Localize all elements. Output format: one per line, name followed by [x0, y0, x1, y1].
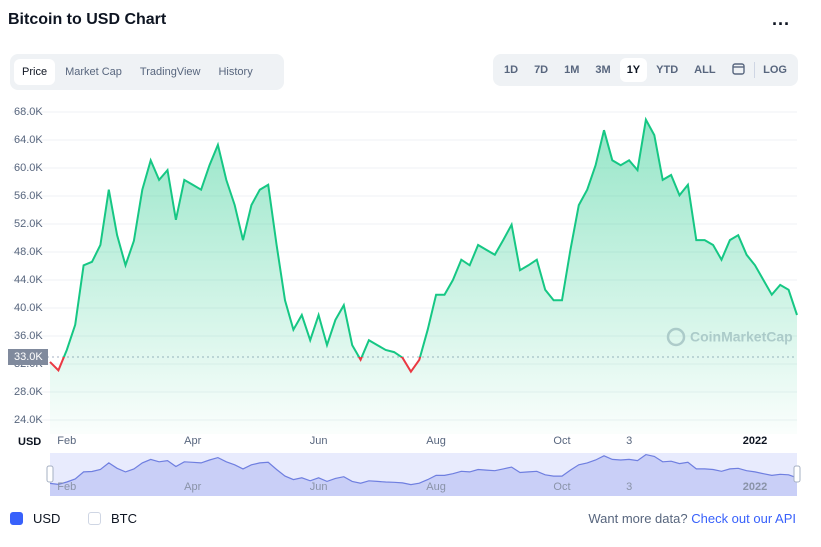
range-button[interactable]: 1D [504, 64, 519, 76]
toggle-label: BTC [111, 511, 137, 526]
range-button[interactable]: 1Y [619, 58, 648, 82]
log-button[interactable]: LOG [763, 64, 787, 76]
tab[interactable]: TradingView [139, 66, 201, 78]
range-button[interactable]: 1M [564, 64, 580, 76]
range-button[interactable]: 7D [534, 64, 549, 76]
toggle[interactable]: USD [10, 511, 60, 526]
range-bar: 1D 7D 1M 3M 1Y YTD ALL LOG [493, 54, 798, 86]
navigator-label: Apr [184, 481, 201, 493]
footer: Want more data? Check out our API [588, 511, 796, 526]
tab[interactable]: Price [14, 59, 56, 85]
y-tick-label: 28.0K [14, 386, 43, 398]
tab[interactable]: History [218, 66, 253, 78]
reference-label-bg [8, 349, 48, 365]
reference-label: 33.0K [14, 351, 43, 363]
menu-button[interactable]: ··· [772, 14, 790, 34]
footer-prompt: Want more data? [588, 511, 688, 526]
navigator-line [49, 453, 798, 486]
calendar-button[interactable] [725, 56, 752, 84]
x-tick-label: Jun [310, 435, 328, 447]
navigator-label: Oct [553, 481, 570, 493]
separator [753, 62, 755, 78]
y-tick-label: 60.0K [14, 162, 43, 174]
y-tick-label: 68.0K [14, 106, 43, 118]
x-tick-label: Aug [426, 435, 446, 447]
x-tick-label: Feb [57, 435, 76, 447]
toggle-label: USD [33, 511, 61, 526]
navigator-label: 3 [626, 481, 632, 493]
navigator-handle [46, 465, 54, 483]
price-line [49, 116, 798, 374]
navigator-area [50, 454, 797, 496]
y-unit: USD [18, 436, 41, 448]
y-tick-label: 36.0K [14, 330, 43, 342]
navigator-label: Aug [426, 481, 446, 493]
x-tick-label: 2022 [743, 435, 767, 447]
x-tick-label: Apr [184, 435, 201, 447]
y-tick-label: 56.0K [14, 190, 43, 202]
navigator-label: 2022 [743, 481, 767, 493]
y-tick-label: 24.0K [14, 414, 43, 426]
y-tick-label: 52.0K [14, 218, 43, 230]
range-button[interactable]: YTD [656, 64, 679, 76]
y-tick-label: 64.0K [14, 134, 43, 146]
api-link[interactable]: Check out our API [691, 511, 796, 526]
tab-bar: Price Market Cap TradingView History [10, 54, 284, 90]
toggle[interactable]: BTC [88, 511, 137, 526]
y-tick-label: 44.0K [14, 274, 43, 286]
y-tick-label: 48.0K [14, 246, 43, 258]
checkbox[interactable] [88, 512, 101, 525]
title: Bitcoin to USD Chart [8, 11, 167, 28]
range-button[interactable]: ALL [694, 64, 716, 76]
navigator-label: Jun [310, 481, 328, 493]
y-tick-label: 40.0K [14, 302, 43, 314]
calendar-icon [731, 63, 745, 75]
tab[interactable]: Market Cap [65, 66, 122, 78]
range-button[interactable]: 3M [595, 64, 611, 76]
navigator-handle [793, 465, 801, 483]
navigator-label: Feb [57, 481, 76, 493]
area-fill [50, 119, 797, 434]
x-tick-label: Oct [553, 435, 570, 447]
checkbox[interactable] [10, 512, 23, 525]
x-tick-label: 3 [626, 435, 632, 447]
